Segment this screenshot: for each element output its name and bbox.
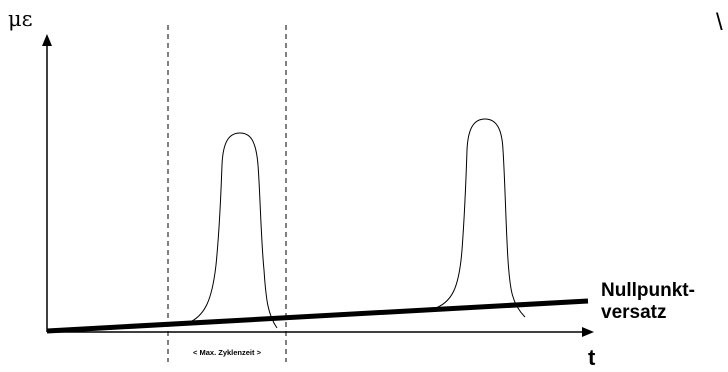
zero-offset-label-line1: Nullpunkt-	[601, 280, 695, 301]
corner-mark: \	[716, 9, 723, 36]
cycle-time-label: < Max. Zyklenzeit >	[193, 348, 262, 357]
strain-pulse-2	[432, 118, 526, 318]
x-axis-label: t	[588, 345, 596, 370]
strain-pulse-1	[187, 132, 278, 329]
y-axis-label: με	[8, 7, 33, 31]
zero-offset-label-line2: versatz	[601, 302, 667, 323]
zero-offset-line	[46, 298, 589, 334]
